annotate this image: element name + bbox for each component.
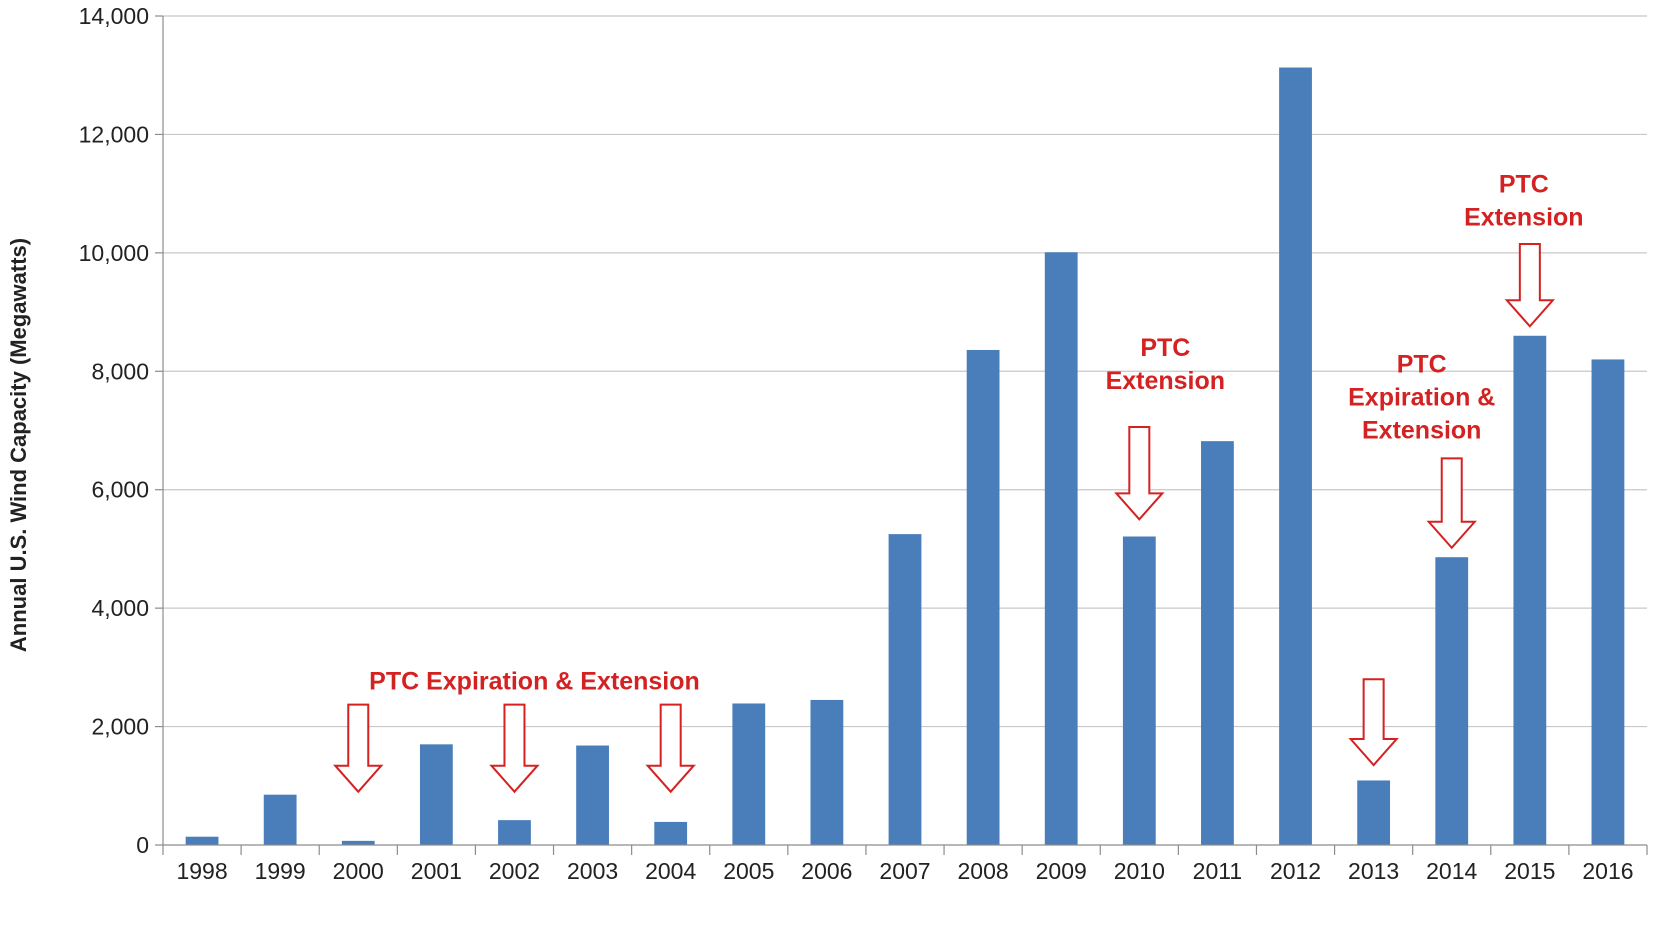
bar-2012	[1279, 67, 1312, 846]
annotation-label: Extension	[1464, 203, 1583, 231]
bar-2002	[498, 820, 531, 845]
gridlines	[163, 15, 1647, 728]
annotation-label: Expiration &	[1348, 383, 1495, 411]
annotation-label: PTC	[1499, 170, 1549, 198]
annotation-label: PTC Expiration & Extension	[369, 667, 700, 695]
annotation-label: PTC	[1397, 350, 1447, 378]
x-tick-label: 2002	[489, 858, 540, 884]
annotations: PTC Expiration & Extension PTC Extension PT…	[333, 170, 1584, 794]
bar-1999	[263, 794, 297, 845]
y-tick-label: 8,000	[91, 358, 149, 384]
x-tick-label: 2012	[1270, 858, 1321, 884]
x-tick-label: 2001	[411, 858, 462, 884]
x-tick-label: 2006	[801, 858, 852, 884]
bar-2005	[732, 703, 766, 845]
bar-1998	[185, 836, 219, 845]
bar-2006	[810, 699, 844, 845]
x-tick-label: 2011	[1193, 858, 1242, 884]
y-tick-label: 0	[136, 832, 149, 858]
x-tick-label: 2010	[1114, 858, 1165, 884]
arrow-icon	[333, 703, 384, 794]
bar-2007	[888, 534, 922, 845]
x-tick-label: 2008	[958, 858, 1009, 884]
y-axis-label: Annual U.S. Wind Capacity (Megawatts)	[6, 238, 31, 652]
x-tick-label: 2009	[1036, 858, 1087, 884]
bar-2015	[1513, 335, 1547, 845]
bar-2016	[1591, 359, 1625, 845]
x-tick-label: 2015	[1504, 858, 1555, 884]
annotation-label: PTC	[1140, 334, 1190, 362]
arrow-icon	[1114, 425, 1165, 521]
bar-2004	[654, 821, 688, 845]
bar-2001	[419, 744, 453, 845]
y-tick-label: 12,000	[79, 121, 149, 147]
bar-2000	[341, 840, 375, 845]
arrow-icon	[1426, 457, 1477, 550]
y-tick-label: 4,000	[91, 595, 149, 621]
bar-2010	[1122, 536, 1156, 845]
arrow-icon	[1348, 678, 1399, 767]
y-tick-label: 10,000	[79, 240, 149, 266]
x-tick-label: 2004	[645, 858, 696, 884]
bar-2011	[1201, 441, 1234, 845]
y-tick-label: 14,000	[79, 3, 149, 29]
x-tick-label: 2003	[567, 858, 618, 884]
axes: 0 2,000 4,000 6,000 8,000 10,000 12,000 14,000 1…	[79, 3, 1648, 884]
bar-2009	[1044, 252, 1078, 845]
arrow-icon	[645, 703, 696, 794]
y-tick-label: 2,000	[91, 714, 149, 740]
x-tick-label: 2013	[1348, 858, 1399, 884]
bar-2013	[1357, 780, 1391, 845]
x-tick-label: 1999	[255, 858, 306, 884]
x-tick-label: 1998	[176, 858, 227, 884]
x-tick-label: 2014	[1426, 858, 1477, 884]
y-tick-label: 6,000	[91, 477, 149, 503]
bar-2014	[1435, 557, 1469, 845]
arrow-icon	[1504, 242, 1556, 328]
bars	[185, 67, 1625, 846]
annotation-label: Extension	[1362, 416, 1481, 444]
bar-2003	[576, 745, 609, 845]
x-tick-label: 2007	[879, 858, 930, 884]
bar-2008	[966, 349, 1000, 845]
x-tick-label: 2016	[1582, 858, 1633, 884]
x-tick-label: 2000	[333, 858, 384, 884]
x-tick-label: 2005	[723, 858, 774, 884]
annotation-label: Extension	[1106, 367, 1225, 395]
arrow-icon	[489, 703, 540, 794]
